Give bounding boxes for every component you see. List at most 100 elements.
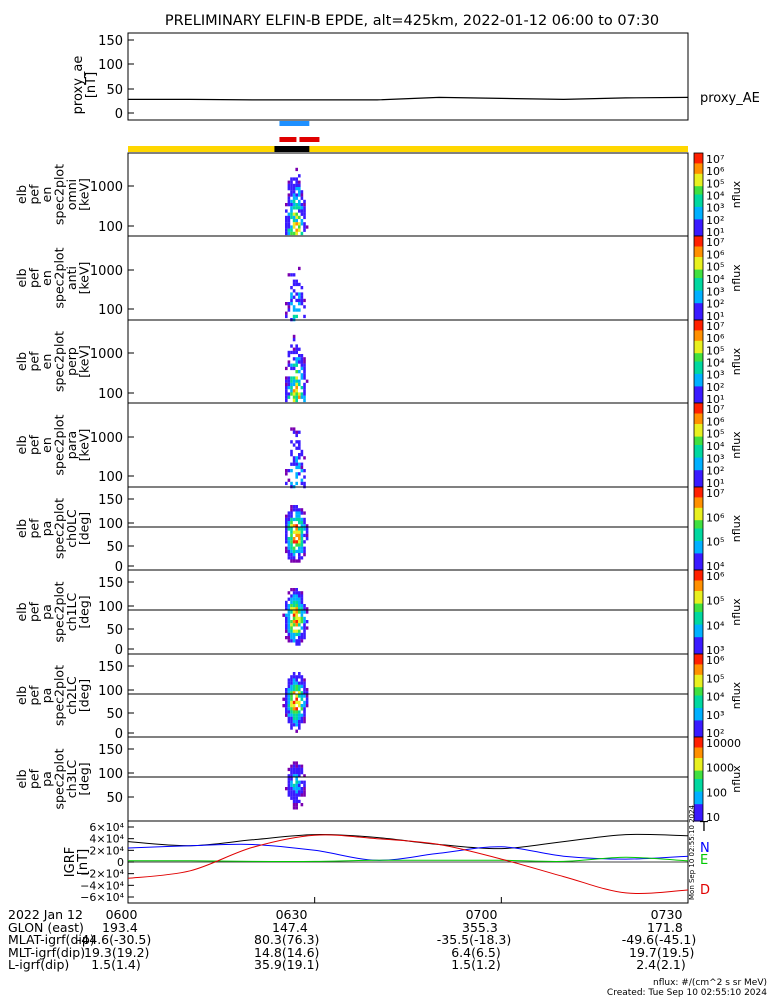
spectrogram-cell — [290, 610, 293, 614]
colorbar-swatch — [694, 551, 703, 554]
spectrogram-cell — [287, 386, 291, 390]
spectrogram-cell — [305, 620, 309, 624]
spectrogram-ytick-label: 100 — [98, 600, 123, 615]
spectrogram-ytick-label: 1000 — [90, 180, 123, 195]
spectrogram-ytick-label: 100 — [98, 220, 123, 235]
spectrogram-cell — [285, 546, 288, 550]
spectrogram-cell — [300, 697, 304, 701]
colorbar-swatch — [694, 505, 703, 509]
spectrogram-cell — [300, 787, 304, 791]
colorbar-swatch — [694, 572, 703, 575]
colorbar-label: nflux — [730, 765, 743, 793]
spectrogram-cell — [287, 623, 291, 627]
spectrogram-cell — [300, 537, 304, 541]
spectrogram-cell — [295, 530, 298, 534]
spectrogram-cell — [292, 314, 296, 319]
spectrogram-cell — [303, 363, 306, 367]
spectrogram-cell — [290, 386, 293, 390]
spectrogram-cell — [292, 382, 296, 387]
spectrogram-cell — [295, 508, 298, 512]
spectrogram-cell — [300, 767, 304, 772]
colorbar-swatch — [694, 497, 703, 501]
spectrogram-cell — [295, 688, 298, 692]
spectrogram-cell — [290, 469, 293, 473]
colorbar-swatch — [694, 184, 703, 187]
footer-row-value: 1.5(1.2) — [451, 957, 501, 972]
colorbar-swatch — [694, 227, 703, 231]
spectrogram-cell — [300, 462, 304, 466]
spectrogram-cell — [303, 475, 306, 479]
colorbar-tick-label: 10⁶ — [706, 415, 725, 428]
spectrogram-cell — [287, 553, 291, 557]
spectrogram-cell — [287, 626, 291, 630]
colorbar-swatch — [694, 541, 703, 544]
spectrogram-cell — [295, 533, 298, 538]
colorbar-swatch — [694, 645, 703, 649]
spectrogram-cell — [295, 806, 298, 810]
spectrogram-cell — [300, 793, 304, 797]
spectrogram-cell — [303, 694, 306, 698]
spectrogram-cell — [295, 761, 298, 765]
spectrogram-cell — [292, 199, 296, 204]
science-zone-blue-bar — [279, 121, 310, 126]
colorbar-swatch — [694, 776, 703, 780]
colorbar-label: nflux — [730, 180, 743, 208]
spectrogram-cell — [305, 524, 309, 528]
igrf-ytick-label: 0 — [117, 856, 124, 869]
spectrogram-cell — [295, 462, 298, 466]
spectrogram-cell — [303, 209, 306, 213]
spectrogram-cell — [290, 694, 293, 698]
colorbar-swatch — [694, 252, 703, 256]
spectrogram-cell — [292, 691, 296, 695]
spectrogram-cell — [287, 540, 291, 544]
spectrogram-cell — [290, 363, 293, 367]
spectrogram-cell — [300, 449, 304, 454]
colorbar-swatch — [694, 367, 703, 371]
spectrogram-cell — [290, 203, 293, 207]
colorbar-swatch — [694, 620, 703, 624]
spectrogram-cell — [298, 681, 301, 685]
spectrogram-cell — [292, 206, 296, 210]
colorbar-swatch — [694, 290, 703, 294]
spectrogram-cell — [287, 597, 291, 601]
spectrogram-cell — [290, 691, 293, 695]
spectrogram-cell — [295, 298, 298, 303]
spectrogram-cell — [290, 620, 293, 624]
spectrogram-cell — [303, 688, 306, 692]
colorbar-swatch — [694, 192, 703, 196]
spectrogram-cell — [287, 395, 291, 399]
spectrogram-cell — [292, 357, 296, 361]
spectrogram-cell — [285, 691, 288, 695]
spectrogram-cell — [290, 681, 293, 685]
spectrogram-cell — [295, 678, 298, 682]
spectrogram-cell — [287, 517, 291, 522]
colorbar-swatch — [694, 371, 703, 375]
spectrogram-cell — [285, 225, 288, 229]
spectrogram-cell — [303, 382, 306, 387]
spectrogram-cell — [300, 716, 304, 721]
spectrogram-cells-omni — [285, 167, 309, 236]
colorbar-swatch — [694, 726, 703, 730]
colorbar-tick-label: 10⁴ — [706, 560, 725, 573]
footer-row-label: 2022 Jan 12 — [8, 907, 83, 922]
spectrogram-cell — [303, 517, 306, 522]
igrf-side-note: Mon Sep 10 02:55:10 2024 — [688, 804, 696, 900]
spectrogram-ylabel-anti: elbpefenspec2plotanti[keV] — [14, 247, 92, 308]
footer-row-value: -35.5(-18.3) — [436, 932, 512, 947]
spectrogram-cell — [295, 594, 298, 598]
spectrogram-cell — [285, 379, 288, 383]
spectrogram-cell — [285, 626, 288, 630]
colorbar-swatch — [694, 376, 703, 379]
colorbar-swatch — [694, 570, 703, 573]
colorbar-swatch — [694, 626, 703, 630]
spectrogram-cell — [290, 524, 293, 528]
spectrogram-cell — [303, 790, 306, 794]
colorbar-swatch — [694, 622, 703, 626]
spectrogram-cell — [295, 771, 298, 775]
spectrogram-cell — [290, 626, 293, 630]
colorbar-swatch — [694, 200, 703, 204]
spectrogram-cell — [290, 527, 293, 531]
colorbar-swatch — [694, 177, 703, 181]
spectrogram-cell — [298, 193, 301, 197]
